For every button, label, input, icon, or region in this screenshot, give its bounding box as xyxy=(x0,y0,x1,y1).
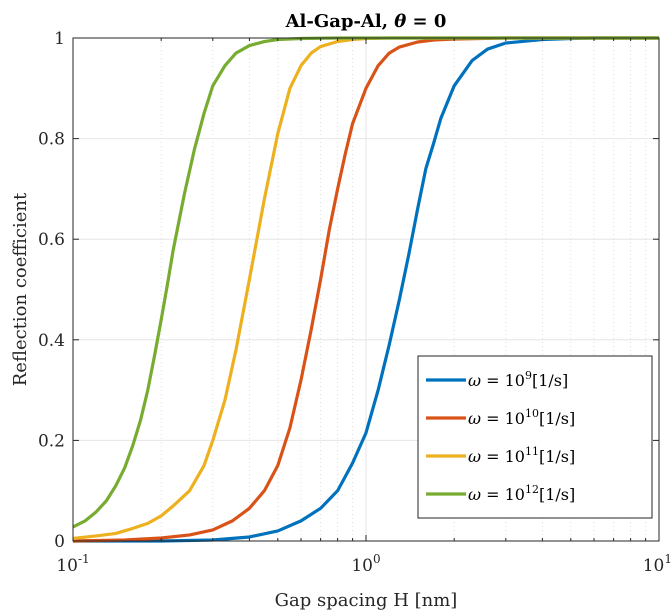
legend-label: ω = 1010[1/s] xyxy=(468,407,575,428)
y-tick-label: 0.6 xyxy=(38,230,65,250)
y-tick-label: 0 xyxy=(54,532,65,552)
chart-title: Al-Gap-Al, θ = 0 xyxy=(285,11,447,32)
series-line xyxy=(72,36,659,543)
y-tick-label: 0.2 xyxy=(38,431,65,451)
legend-label: ω = 109[1/s] xyxy=(468,369,568,390)
legend-label: ω = 1012[1/s] xyxy=(468,483,575,504)
tick-labels: 10-1 100 101 0 0.2 0.4 0.6 0.8 1 xyxy=(38,29,672,576)
y-tick-label: 0.8 xyxy=(38,130,65,150)
legend: ω = 109[1/s] ω = 1010[1/s] ω = 1011[1/s] ω … xyxy=(417,355,653,519)
legend-entries: ω = 109[1/s] ω = 1010[1/s] ω = 1011[1/s] ω … xyxy=(426,369,575,504)
x-tick-label: 101 xyxy=(643,552,672,576)
series-line xyxy=(72,36,659,529)
series-line xyxy=(73,36,659,543)
x-tick-label: 10-1 xyxy=(56,552,89,576)
x-tick-label: 100 xyxy=(351,552,380,576)
chart-title-value: = 0 xyxy=(406,11,446,32)
y-axis-label: Reflection coefficient xyxy=(10,192,31,386)
ticks xyxy=(72,37,660,542)
chart-title-symbol: θ xyxy=(394,11,406,32)
legend-label: ω = 1011[1/s] xyxy=(468,445,575,466)
x-axis-label: Gap spacing H [nm] xyxy=(275,590,458,611)
chart-title-text: Al-Gap-Al, xyxy=(285,11,395,32)
y-tick-label: 0.4 xyxy=(38,331,65,351)
legend-box xyxy=(417,355,653,519)
y-tick-label: 1 xyxy=(54,29,65,49)
